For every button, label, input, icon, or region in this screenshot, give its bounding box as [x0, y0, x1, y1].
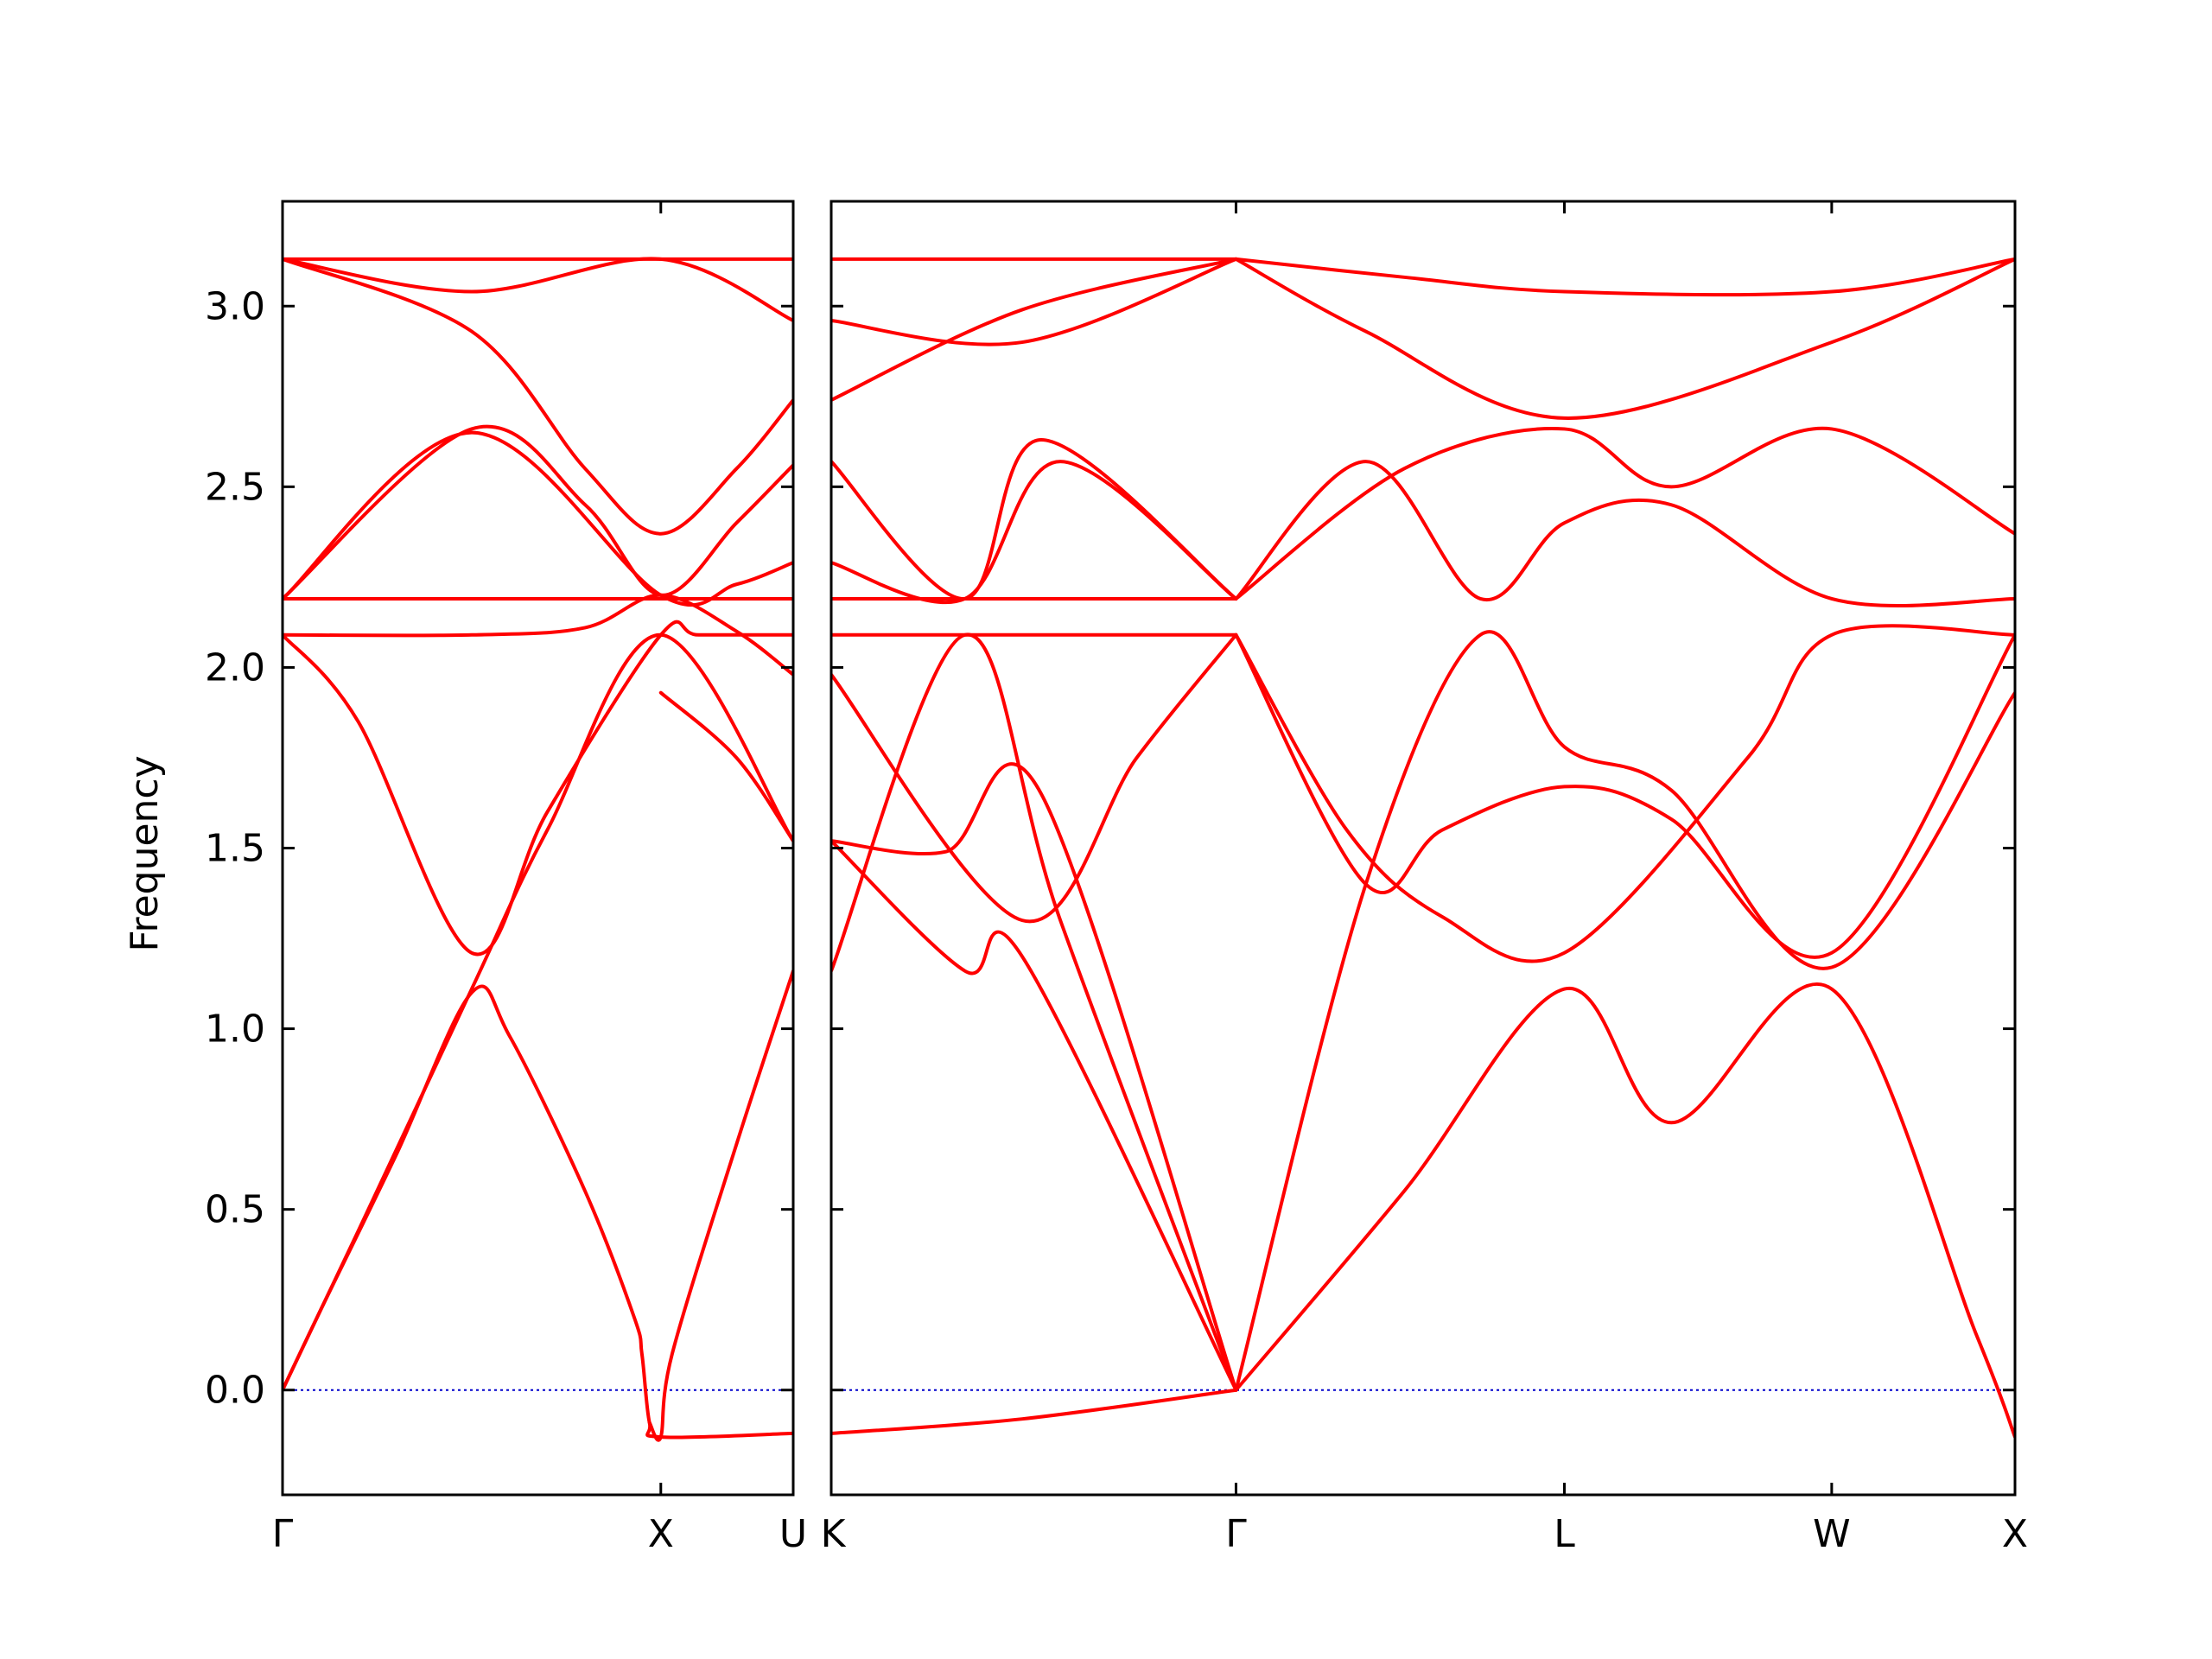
x-tick-label: X — [648, 1512, 674, 1556]
band-line — [283, 424, 793, 601]
y-axis-label: Frequency — [123, 755, 167, 951]
y-tick-label: 0.0 — [205, 1369, 265, 1413]
band-line — [1234, 460, 2015, 608]
y-tick-label: 2.0 — [205, 645, 265, 690]
x-tick-label: Γ — [272, 1512, 294, 1556]
x-tick-label: W — [1813, 1512, 1851, 1556]
band-line — [831, 257, 1238, 402]
band-line — [283, 593, 793, 677]
y-tick-label: 0.5 — [205, 1188, 265, 1232]
y-tick-label: 2.5 — [205, 465, 265, 509]
band-line — [831, 762, 1238, 1392]
band-line — [283, 257, 793, 322]
bands — [831, 257, 2015, 1440]
band-line — [1234, 630, 2015, 1392]
x-tick-label: L — [1554, 1512, 1575, 1556]
band-line — [831, 257, 1238, 346]
band-line — [1234, 632, 2015, 959]
band-line — [658, 690, 793, 843]
band-line — [283, 620, 793, 957]
band-line — [647, 969, 793, 1442]
x-tick-label: Γ — [1225, 1512, 1247, 1556]
x-tick-label: U — [779, 1512, 807, 1556]
band-line — [1234, 257, 2015, 297]
band-line — [283, 257, 793, 536]
band-line — [283, 430, 793, 607]
band-line — [831, 1388, 1238, 1435]
band-line — [1234, 257, 2015, 420]
band-line — [1234, 426, 2015, 601]
x-tick-label: K — [821, 1512, 847, 1556]
y-tick-label: 1.5 — [205, 827, 265, 871]
bands — [283, 257, 793, 1442]
chart-panels: 0.0 0.5 1.0 1.5 2.0 2.5 3.0 Γ X U K Γ L W X — [205, 200, 2028, 1556]
band-line — [831, 437, 1238, 601]
band-line — [1234, 982, 2015, 1440]
band-line — [831, 632, 1238, 924]
band-line — [831, 839, 1238, 1392]
x-tick-label: X — [2002, 1512, 2028, 1556]
y-tick-label: 1.0 — [205, 1007, 265, 1052]
panel-1: 0.0 0.5 1.0 1.5 2.0 2.5 3.0 Γ X U — [205, 200, 807, 1556]
y-tick-label: 3.0 — [205, 284, 265, 328]
band-line — [1234, 624, 2015, 963]
